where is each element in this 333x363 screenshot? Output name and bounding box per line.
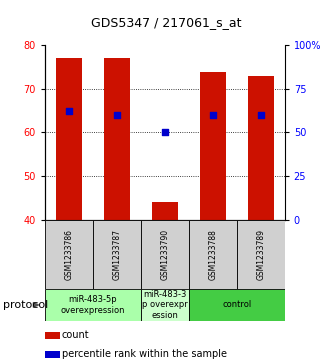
Point (258, 112, 263, 118)
Point (114, 112, 120, 118)
Bar (152, 202, 178, 220)
Bar (45, 220, 93, 289)
Bar (45, 289, 141, 321)
Bar (141, 289, 189, 321)
Text: control: control (222, 301, 251, 309)
Text: GSM1233788: GSM1233788 (208, 229, 217, 280)
Text: protocol: protocol (3, 300, 49, 310)
Bar (199, 72, 226, 220)
Text: percentile rank within the sample: percentile rank within the sample (62, 349, 227, 359)
Bar (141, 220, 189, 289)
Bar (189, 220, 237, 289)
Bar (56, 58, 82, 220)
Bar (247, 76, 274, 220)
Bar (104, 58, 130, 220)
Text: GSM1233790: GSM1233790 (160, 229, 169, 280)
Point (210, 112, 215, 118)
Bar (45, 351, 60, 358)
Point (162, 130, 167, 135)
Text: miR-483-3
p overexpr
ession: miR-483-3 p overexpr ession (142, 290, 188, 320)
Point (66, 108, 72, 114)
Bar (237, 220, 285, 289)
Bar (93, 220, 141, 289)
Text: count: count (62, 330, 89, 340)
Bar (189, 289, 285, 321)
Bar (45, 332, 60, 339)
Text: GSM1233789: GSM1233789 (256, 229, 265, 280)
Text: GSM1233787: GSM1233787 (112, 229, 122, 280)
Text: GDS5347 / 217061_s_at: GDS5347 / 217061_s_at (91, 16, 242, 29)
Text: miR-483-5p
overexpression: miR-483-5p overexpression (61, 295, 125, 315)
Text: GSM1233786: GSM1233786 (64, 229, 74, 280)
